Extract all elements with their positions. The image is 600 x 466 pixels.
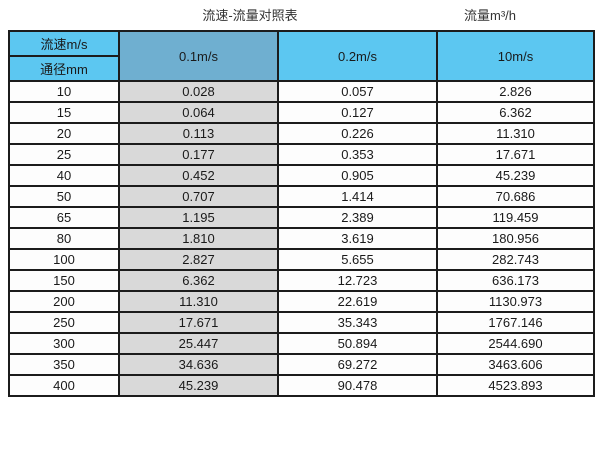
corner-diameter-label: 通径mm: [8, 55, 120, 82]
table-row: 65 1.195 2.389 119.459: [8, 206, 595, 229]
flow-value-cell: 180.956: [436, 227, 595, 250]
table-row: 25 0.177 0.353 17.671: [8, 143, 595, 166]
flow-value-cell: 1.810: [118, 227, 279, 250]
flow-value-cell: 35.343: [277, 311, 438, 334]
flow-value-cell: 2.827: [118, 248, 279, 271]
diameter-cell: 20: [8, 122, 120, 145]
flow-value-cell: 1.195: [118, 206, 279, 229]
table-row: 40 0.452 0.905 45.239: [8, 164, 595, 187]
header-row-bottom: 通径mm: [8, 55, 594, 82]
flow-value-cell: 0.057: [277, 80, 438, 103]
flow-value-cell: 1130.973: [436, 290, 595, 313]
flow-value-cell: 3.619: [277, 227, 438, 250]
flow-value-cell: 17.671: [118, 311, 279, 334]
flow-value-cell: 282.743: [436, 248, 595, 271]
flow-value-cell: 1767.146: [436, 311, 595, 334]
diameter-cell: 65: [8, 206, 120, 229]
table-row: 300 25.447 50.894 2544.690: [8, 332, 595, 355]
flow-value-cell: 0.064: [118, 101, 279, 124]
diameter-cell: 150: [8, 269, 120, 292]
column-header-0-2ms: 0.2m/s: [277, 30, 438, 82]
table-body: 10 0.028 0.057 2.826 15 0.064 0.127 6.362 20 0.11…: [8, 80, 595, 397]
diameter-cell: 250: [8, 311, 120, 334]
flow-value-cell: 0.905: [277, 164, 438, 187]
table-row: 200 11.310 22.619 1130.973: [8, 290, 595, 313]
flow-value-cell: 25.447: [118, 332, 279, 355]
table-row: 50 0.707 1.414 70.686: [8, 185, 595, 208]
flow-value-cell: 2544.690: [436, 332, 595, 355]
table-row: 10 0.028 0.057 2.826: [8, 80, 595, 103]
flow-value-cell: 34.636: [118, 353, 279, 376]
diameter-cell: 350: [8, 353, 120, 376]
flow-value-cell: 119.459: [436, 206, 595, 229]
table-title: 流速-流量对照表: [202, 8, 298, 23]
flow-value-cell: 4523.893: [436, 374, 595, 397]
flow-value-cell: 70.686: [436, 185, 595, 208]
flow-rate-table: 流速m/s 0.1m/s 0.2m/s 10m/s 通径mm 10 0.028 0.…: [8, 30, 595, 397]
flow-value-cell: 0.113: [118, 122, 279, 145]
table-row: 350 34.636 69.272 3463.606: [8, 353, 595, 376]
flow-value-cell: 0.226: [277, 122, 438, 145]
diameter-cell: 10: [8, 80, 120, 103]
column-header-0-1ms: 0.1m/s: [118, 30, 279, 82]
table-row: 400 45.239 90.478 4523.893: [8, 374, 595, 397]
flow-value-cell: 11.310: [436, 122, 595, 145]
header-row-top: 流速m/s 0.1m/s 0.2m/s 10m/s: [8, 30, 595, 82]
diameter-cell: 300: [8, 332, 120, 355]
diameter-cell: 100: [8, 248, 120, 271]
flow-value-cell: 0.127: [277, 101, 438, 124]
flow-value-cell: 45.239: [436, 164, 595, 187]
flow-value-cell: 17.671: [436, 143, 595, 166]
diameter-cell: 400: [8, 374, 120, 397]
table-row: 250 17.671 35.343 1767.146: [8, 311, 595, 334]
flow-value-cell: 22.619: [277, 290, 438, 313]
flow-unit-label: 流量m³/h: [463, 8, 516, 23]
diameter-cell: 15: [8, 101, 120, 124]
diameter-cell: 80: [8, 227, 120, 250]
flow-value-cell: 50.894: [277, 332, 438, 355]
table-row: 150 6.362 12.723 636.173: [8, 269, 595, 292]
diameter-cell: 40: [8, 164, 120, 187]
diameter-cell: 200: [8, 290, 120, 313]
flow-value-cell: 45.239: [118, 374, 279, 397]
flow-value-cell: 636.173: [436, 269, 595, 292]
flow-value-cell: 6.362: [118, 269, 279, 292]
flow-value-cell: 6.362: [436, 101, 595, 124]
flow-value-cell: 5.655: [277, 248, 438, 271]
table-row: 20 0.113 0.226 11.310: [8, 122, 595, 145]
flow-value-cell: 0.028: [118, 80, 279, 103]
flow-value-cell: 2.389: [277, 206, 438, 229]
table-row: 15 0.064 0.127 6.362: [8, 101, 595, 124]
corner-velocity-label: 流速m/s: [8, 30, 120, 57]
flow-value-cell: 3463.606: [436, 353, 595, 376]
flow-value-cell: 90.478: [277, 374, 438, 397]
table-header: 流速m/s 0.1m/s 0.2m/s 10m/s 通径mm: [8, 30, 595, 82]
column-header-10ms: 10m/s: [436, 30, 595, 82]
flow-value-cell: 0.452: [118, 164, 279, 187]
table-row: 80 1.810 3.619 180.956: [8, 227, 595, 250]
flow-value-cell: 0.353: [277, 143, 438, 166]
diameter-cell: 50: [8, 185, 120, 208]
flow-value-cell: 0.707: [118, 185, 279, 208]
flow-value-cell: 69.272: [277, 353, 438, 376]
table-row: 100 2.827 5.655 282.743: [8, 248, 595, 271]
flow-value-cell: 12.723: [277, 269, 438, 292]
flow-value-cell: 2.826: [436, 80, 595, 103]
flow-value-cell: 0.177: [118, 143, 279, 166]
diameter-cell: 25: [8, 143, 120, 166]
flow-value-cell: 11.310: [118, 290, 279, 313]
flow-value-cell: 1.414: [277, 185, 438, 208]
